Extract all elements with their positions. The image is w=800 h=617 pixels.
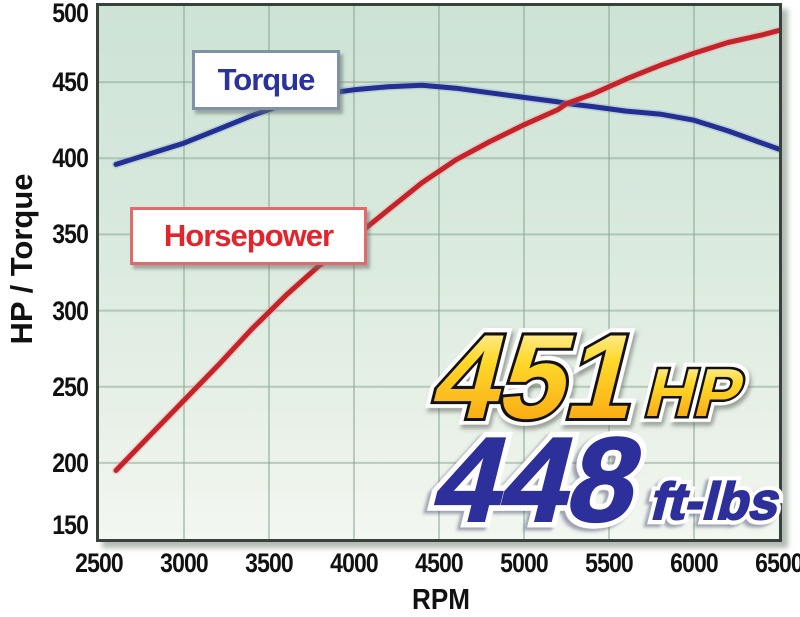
horsepower-legend-label: Horsepower [163,218,334,253]
x-tick-label: 6500 [755,548,800,578]
x-tick-label: 5000 [500,548,549,578]
y-tick-label: 250 [52,372,89,402]
x-tick-label: 3000 [160,548,209,578]
x-tick-label: 5500 [585,548,634,578]
y-tick-label: 350 [52,219,89,249]
y-tick-label: 200 [52,448,89,478]
torque-unit: ft-lbs [646,473,788,531]
x-tick-label: 6000 [670,548,719,578]
y-tick-label: 450 [52,67,89,97]
chart-canvas [99,6,779,539]
x-tick-label: 4500 [415,548,464,578]
y-tick-label: 500 [52,0,89,28]
x-tick-label: 2500 [75,548,124,578]
y-tick-label: 400 [52,143,89,173]
y-tick-label: 300 [52,296,89,326]
dyno-result-overlay: 451 HP 448 ft-lbs 451 HP 448 ft-lbs [414,313,792,543]
torque-value-outline: 448 [423,413,657,543]
x-tick-label: 4000 [330,548,379,578]
torque-legend-box: Torque [192,50,340,110]
torque-legend-label: Torque [217,62,316,97]
torque-value: 448 [423,413,657,543]
hp-value-outline: 451 [421,313,655,444]
x-tick-label: 3500 [245,548,294,578]
horsepower-legend-box: Horsepower [130,207,367,265]
hp-unit: HP [639,354,753,431]
x-axis-title: RPM [411,584,470,616]
torque-unit-outline: ft-lbs [646,473,788,531]
hp-value: 451 [421,313,655,444]
y-tick-label: 150 [52,510,89,540]
